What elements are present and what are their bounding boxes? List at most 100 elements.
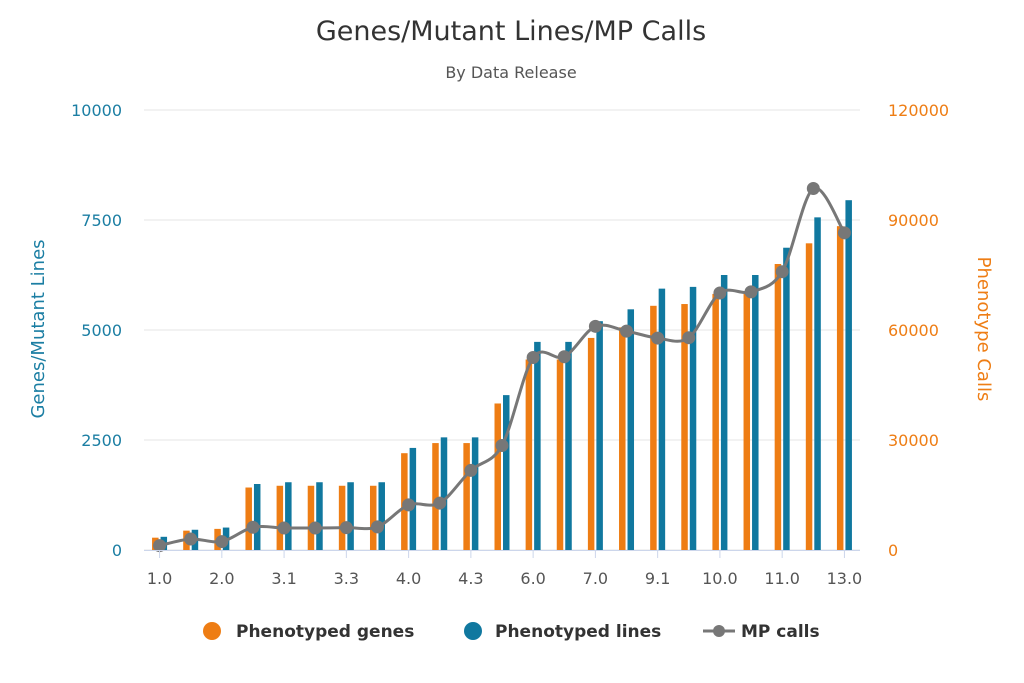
mp-calls-point <box>837 226 851 240</box>
mp-calls-point <box>806 181 820 195</box>
legend-marker-mp-dot <box>713 625 725 637</box>
bar-phenotyped-lines <box>627 309 635 550</box>
chart-subtitle: By Data Release <box>445 63 576 82</box>
mp-calls-point <box>215 535 229 549</box>
chart-title: Genes/Mutant Lines/MP Calls <box>316 16 706 47</box>
x-tick-label: 3.1 <box>271 569 296 588</box>
mp-calls-point <box>246 520 260 534</box>
mp-calls-point <box>402 498 416 512</box>
bar-phenotyped-genes <box>463 443 470 550</box>
legend-marker-lines <box>464 622 482 640</box>
bar-phenotyped-lines <box>596 321 603 550</box>
right-tick-label: 0 <box>888 541 898 560</box>
bar-phenotyped-genes <box>836 226 844 550</box>
legend-marker-genes <box>203 622 221 640</box>
left-axis-title: Genes/Mutant Lines <box>28 239 49 418</box>
bar-phenotyped-lines <box>814 217 821 551</box>
x-tick-label: 2.0 <box>209 569 234 588</box>
bar-phenotyped-genes <box>619 327 626 550</box>
right-tick-label: 120000 <box>888 101 949 120</box>
x-tick-label: 10.0 <box>702 569 738 588</box>
x-tick-label: 6.0 <box>520 569 545 588</box>
mp-calls-point <box>744 285 758 299</box>
bar-phenotyped-genes <box>650 305 657 550</box>
legend-label-mp: MP calls <box>741 622 820 642</box>
bar-phenotyped-genes <box>276 485 284 550</box>
mp-calls-point <box>308 521 322 535</box>
x-tick-label: 13.0 <box>827 569 863 588</box>
right-tick-label: 30000 <box>888 431 939 450</box>
left-tick-label: 10000 <box>71 101 122 120</box>
bar-phenotyped-lines <box>285 482 292 550</box>
x-tick-label: 1.0 <box>147 569 172 588</box>
x-tick-label: 11.0 <box>764 569 800 588</box>
bar-phenotyped-lines <box>440 437 448 550</box>
legend-label-genes: Phenotyped genes <box>236 622 414 642</box>
right-tick-label: 90000 <box>888 211 939 230</box>
bar-phenotyped-genes <box>774 264 782 550</box>
mp-calls-point <box>153 539 167 553</box>
x-tick-label: 3.3 <box>334 569 359 588</box>
bar-phenotyped-lines <box>720 275 728 550</box>
mp-calls-point <box>588 319 602 333</box>
left-tick-label: 7500 <box>81 211 122 230</box>
bar-phenotyped-lines <box>752 275 759 550</box>
bar-phenotyped-lines <box>409 447 417 550</box>
bar-phenotyped-genes <box>369 485 377 550</box>
left-tick-label: 2500 <box>81 431 122 450</box>
right-tick-label: 60000 <box>888 321 939 340</box>
mp-calls-point <box>682 331 696 345</box>
legend: Phenotyped genes Phenotyped lines MP cal… <box>203 622 820 642</box>
x-tick-label: 9.1 <box>645 569 670 588</box>
bar-phenotyped-genes <box>587 337 595 550</box>
bar-phenotyped-lines <box>783 247 790 550</box>
axes: 0 2500 5000 7500 10000 0 30000 60000 90000 120000… <box>71 101 949 588</box>
mp-calls-point <box>651 331 665 345</box>
line-series <box>153 181 851 553</box>
right-axis-title: Phenotype Calls <box>973 257 994 402</box>
bar-phenotyped-lines <box>347 482 354 550</box>
bar-phenotyped-lines <box>689 286 697 550</box>
mp-calls-point <box>370 520 384 534</box>
mp-calls-point <box>713 286 727 300</box>
mp-calls-point <box>557 350 571 364</box>
mp-calls-point <box>277 521 291 535</box>
bar-phenotyped-lines <box>658 288 666 550</box>
left-tick-label: 0 <box>112 541 122 560</box>
x-tick-label: 7.0 <box>583 569 608 588</box>
x-tick-label: 4.3 <box>458 569 483 588</box>
bar-phenotyped-genes <box>494 403 501 550</box>
bar-phenotyped-lines <box>471 437 479 550</box>
mp-calls-point <box>339 521 353 535</box>
mp-calls-point <box>433 496 447 510</box>
bar-phenotyped-genes <box>556 359 564 550</box>
mp-calls-point <box>184 532 198 546</box>
bar-phenotyped-lines <box>534 341 541 550</box>
bar-phenotyped-genes <box>681 304 688 550</box>
bar-phenotyped-genes <box>338 485 346 550</box>
legend-label-lines: Phenotyped lines <box>495 622 661 642</box>
mp-calls-point <box>620 324 634 338</box>
left-tick-label: 5000 <box>81 321 122 340</box>
bar-phenotyped-genes <box>743 293 751 550</box>
mp-calls-point <box>464 463 478 477</box>
bar-phenotyped-lines <box>503 395 510 550</box>
mp-calls-point <box>526 351 540 364</box>
bar-phenotyped-lines <box>253 484 261 550</box>
bar-series <box>152 200 852 551</box>
mp-calls-point <box>495 439 509 452</box>
bar-phenotyped-genes <box>307 485 315 550</box>
mp-calls-line <box>159 186 846 548</box>
bar-phenotyped-genes <box>525 359 533 550</box>
bar-phenotyped-genes <box>245 487 252 550</box>
bar-phenotyped-lines <box>378 482 385 550</box>
bar-phenotyped-lines <box>565 341 572 550</box>
mp-calls-point <box>775 265 789 279</box>
bar-phenotyped-lines <box>316 482 323 550</box>
bar-phenotyped-genes <box>432 443 439 550</box>
bar-phenotyped-lines <box>845 200 852 550</box>
x-tick-label: 4.0 <box>396 569 421 588</box>
bar-phenotyped-genes <box>805 243 813 550</box>
